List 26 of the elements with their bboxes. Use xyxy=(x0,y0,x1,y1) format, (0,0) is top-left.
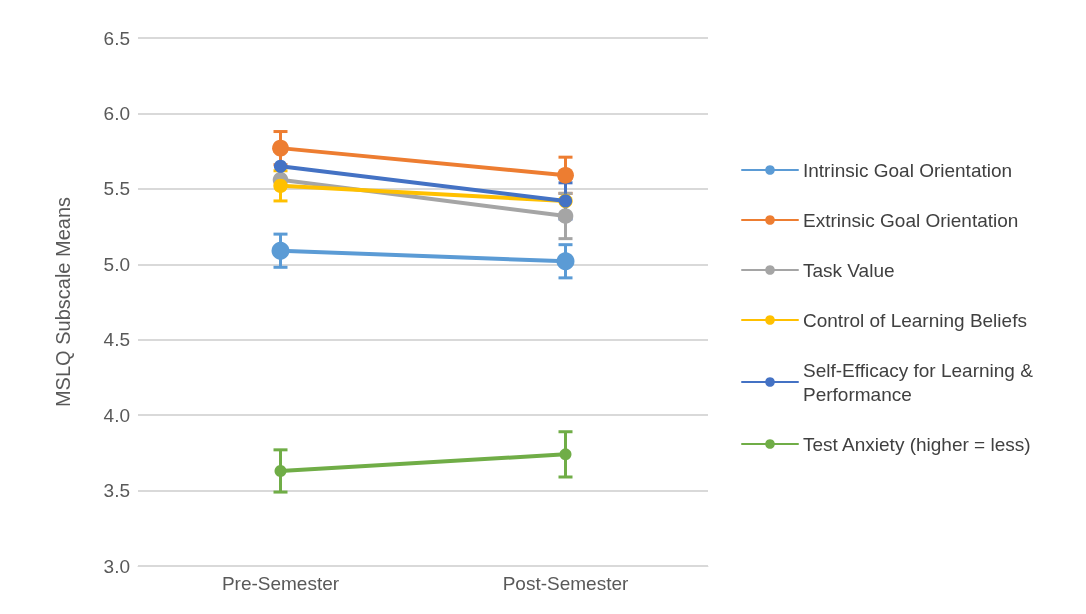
point xyxy=(273,178,288,194)
y-tick-label: 3.5 xyxy=(103,480,130,502)
legend-label: Task Value xyxy=(803,259,895,281)
y-axis-title: MSLQ Subscale Means xyxy=(52,196,74,408)
y-tick-label: 6.5 xyxy=(103,27,130,49)
point xyxy=(559,448,572,461)
legend-label: Self-Efficacy for Learning & Performance xyxy=(803,359,1039,405)
point xyxy=(272,139,289,157)
legend-label: Extrinsic Goal Orientation xyxy=(803,209,1019,231)
x-tick-label: Pre-Semester xyxy=(221,573,340,594)
legend-label: Control of Learning Beliefs xyxy=(803,309,1027,331)
legend-label: Test Anxiety (higher = less) xyxy=(803,433,1031,455)
y-tick-label: 5.5 xyxy=(103,178,130,200)
point xyxy=(557,208,574,224)
x-tick-label: Post-Semester xyxy=(502,573,629,594)
y-tick-label: 4.5 xyxy=(103,329,130,351)
y-tick-label: 6.0 xyxy=(103,102,130,124)
y-tick-label: 4.0 xyxy=(103,404,130,426)
legend-label: Intrinsic Goal Orientation xyxy=(803,159,1013,181)
point xyxy=(556,252,575,271)
point xyxy=(557,166,574,184)
point xyxy=(274,464,287,477)
y-tick-label: 3.0 xyxy=(103,555,130,577)
point xyxy=(271,241,290,260)
point xyxy=(273,159,288,173)
y-tick-label: 5.0 xyxy=(103,253,130,275)
